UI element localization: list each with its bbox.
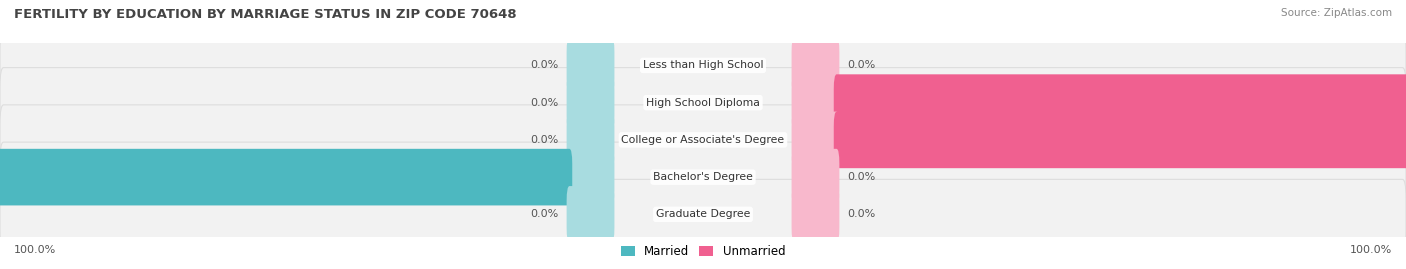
Text: 0.0%: 0.0%	[530, 60, 560, 70]
FancyBboxPatch shape	[792, 186, 839, 243]
FancyBboxPatch shape	[792, 149, 839, 206]
FancyBboxPatch shape	[792, 37, 839, 94]
FancyBboxPatch shape	[792, 74, 839, 131]
Legend: Married, Unmarried: Married, Unmarried	[616, 240, 790, 263]
Text: Graduate Degree: Graduate Degree	[655, 209, 751, 220]
FancyBboxPatch shape	[0, 142, 1406, 212]
Text: 0.0%: 0.0%	[530, 98, 560, 108]
Text: 100.0%: 100.0%	[14, 245, 56, 255]
FancyBboxPatch shape	[834, 112, 1406, 168]
FancyBboxPatch shape	[567, 186, 614, 243]
FancyBboxPatch shape	[0, 179, 1406, 249]
Text: 0.0%: 0.0%	[530, 135, 560, 145]
FancyBboxPatch shape	[834, 74, 1406, 131]
FancyBboxPatch shape	[567, 149, 614, 206]
Text: Less than High School: Less than High School	[643, 60, 763, 70]
Text: 100.0%: 100.0%	[1350, 245, 1392, 255]
Text: 0.0%: 0.0%	[530, 209, 560, 220]
FancyBboxPatch shape	[0, 149, 572, 206]
FancyBboxPatch shape	[0, 68, 1406, 138]
FancyBboxPatch shape	[567, 74, 614, 131]
Text: Bachelor's Degree: Bachelor's Degree	[652, 172, 754, 182]
Text: 0.0%: 0.0%	[846, 209, 876, 220]
Text: FERTILITY BY EDUCATION BY MARRIAGE STATUS IN ZIP CODE 70648: FERTILITY BY EDUCATION BY MARRIAGE STATU…	[14, 8, 516, 21]
FancyBboxPatch shape	[567, 37, 614, 94]
FancyBboxPatch shape	[0, 30, 1406, 100]
FancyBboxPatch shape	[0, 105, 1406, 175]
Text: 0.0%: 0.0%	[846, 172, 876, 182]
Text: 0.0%: 0.0%	[846, 60, 876, 70]
Text: High School Diploma: High School Diploma	[647, 98, 759, 108]
Text: Source: ZipAtlas.com: Source: ZipAtlas.com	[1281, 8, 1392, 18]
FancyBboxPatch shape	[792, 112, 839, 168]
FancyBboxPatch shape	[567, 112, 614, 168]
Text: College or Associate's Degree: College or Associate's Degree	[621, 135, 785, 145]
